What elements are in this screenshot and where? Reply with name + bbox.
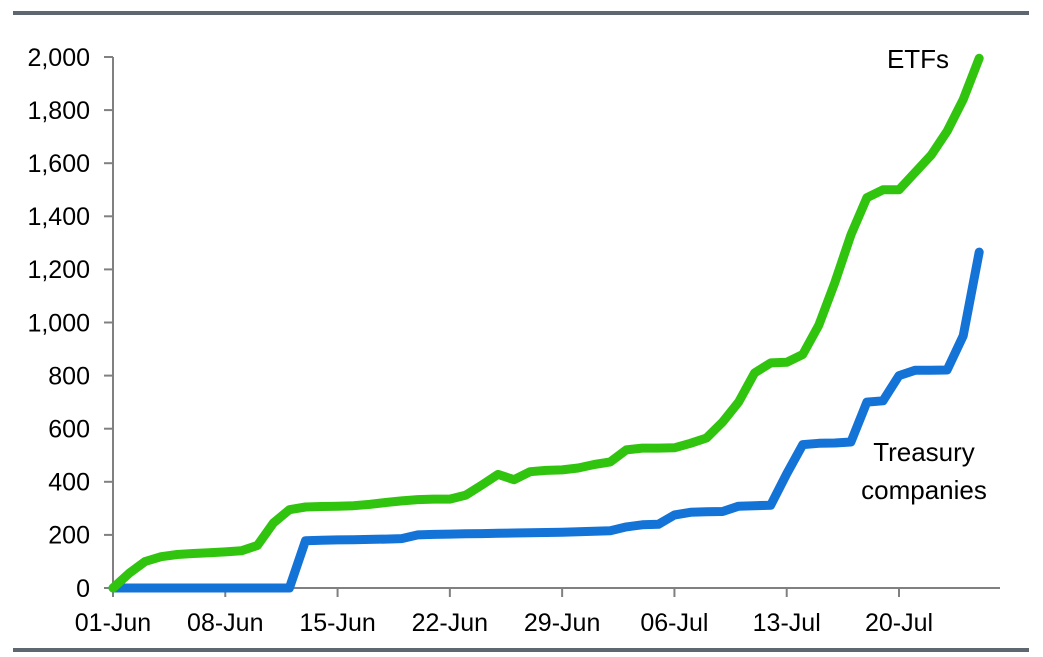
y-tick-label: 1,000 [27,309,90,337]
y-tick-label: 1,600 [27,150,90,178]
x-tick-label: 01-Jun [75,609,151,637]
x-tick-label: 06-Jul [640,609,708,637]
series-label-line: ETFs [887,44,949,74]
x-tick-label: 29-Jun [524,609,600,637]
y-tick-label: 400 [48,469,90,497]
series-line-treasury-companies [108,247,984,593]
bottom-rule [13,648,1029,652]
axis-lines [112,57,1000,589]
y-tick-label: 600 [48,415,90,443]
y-tick-label: 0 [76,575,90,603]
series-label-line: Treasury [873,437,975,467]
series-label-etfs: ETFs [887,44,949,74]
x-tick-label: 15-Jun [299,609,375,637]
y-tick-label: 1,200 [27,256,90,284]
series-line-etfs [108,53,984,593]
x-tick-label: 22-Jun [412,609,488,637]
x-tick-label: 13-Jul [753,609,821,637]
y-tick-label: 2,000 [27,44,90,72]
y-tick-label: 200 [48,522,90,550]
y-tick-label: 1,400 [27,203,90,231]
x-tick-label: 08-Jun [187,609,263,637]
y-tick-label: 800 [48,362,90,390]
x-tick-label: 20-Jul [865,609,933,637]
y-tick-label: 1,800 [27,97,90,125]
top-rule [13,11,1029,15]
series-label-treasury-companies: Treasury companies [861,437,987,505]
series-label-line: companies [861,475,987,505]
